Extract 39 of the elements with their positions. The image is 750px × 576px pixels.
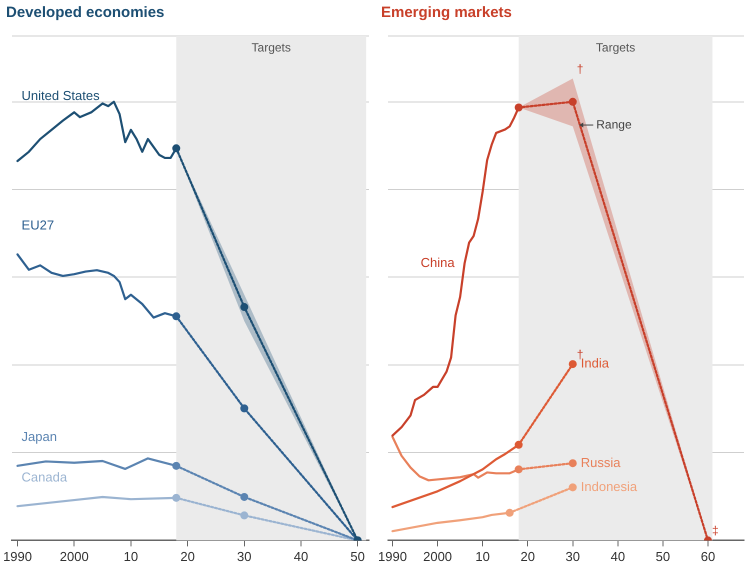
x-tick-label: 40	[610, 548, 626, 564]
x-tick-label: 20	[520, 548, 535, 564]
chart-title: Developed economies	[5, 3, 166, 23]
x-tick-label: 60	[700, 548, 716, 564]
chart-title: Emerging markets	[380, 3, 513, 23]
band-label: Targets	[596, 40, 636, 54]
text: Indonesia	[580, 478, 638, 494]
series-label: China	[420, 254, 456, 270]
annotation: †	[576, 347, 584, 362]
x-tick-label: 30	[237, 548, 252, 564]
annotation: †	[576, 62, 584, 76]
band-label: Targets	[252, 40, 291, 54]
series-label: Canada	[22, 469, 68, 484]
point	[240, 303, 248, 312]
series-label: United States	[22, 88, 100, 104]
point	[568, 98, 577, 106]
series-label: Japan	[22, 428, 57, 444]
annotation: Range	[596, 117, 632, 132]
point	[240, 511, 248, 520]
x-tick-label: 40	[294, 548, 308, 564]
point	[240, 492, 248, 501]
text: India	[580, 356, 610, 371]
series-label: EU27	[22, 218, 54, 233]
point	[240, 404, 248, 412]
x-tick-label: 50	[350, 548, 365, 564]
annotation: ‡	[712, 524, 719, 538]
x-tick-label: 20	[180, 548, 195, 564]
point	[568, 483, 577, 492]
x-tick-label: 2000	[423, 548, 452, 564]
point	[568, 360, 577, 368]
point	[568, 459, 577, 468]
x-tick-label: 10	[124, 548, 138, 564]
x-tick-label: 50	[656, 548, 670, 564]
x-tick-label: 10	[475, 548, 490, 564]
x-tick-label: 1990	[3, 548, 32, 564]
x-tick-label: 30	[566, 548, 580, 564]
x-tick-label: 1990	[378, 548, 407, 564]
x-tick-label: 2000	[60, 548, 89, 564]
text: Russia	[580, 454, 622, 470]
